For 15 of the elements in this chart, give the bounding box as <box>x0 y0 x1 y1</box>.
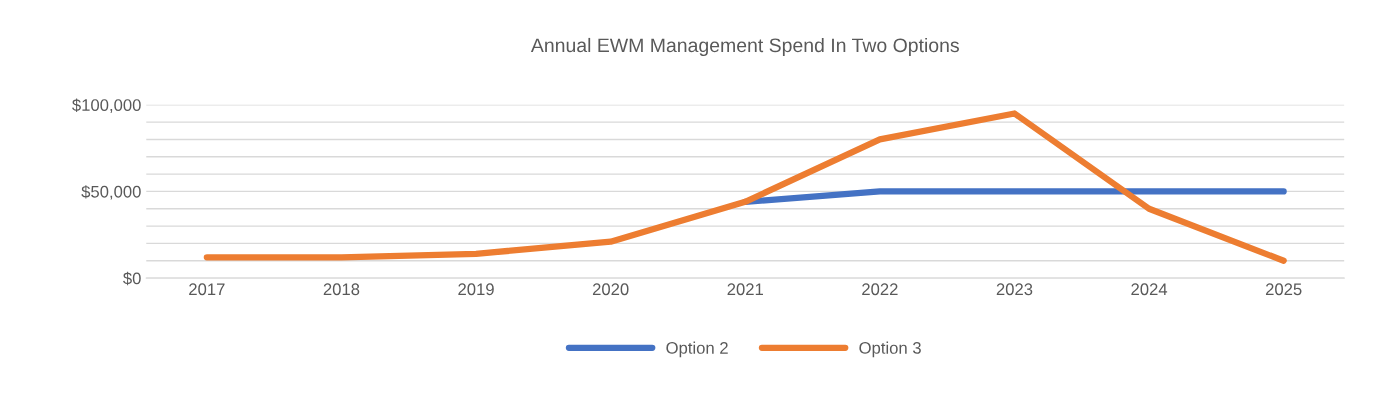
y-tick-label: $100,000 <box>72 98 141 113</box>
x-tick-label: 2020 <box>592 283 629 296</box>
legend-label: Option 3 <box>859 341 921 358</box>
x-tick-label: 2019 <box>458 283 494 296</box>
y-tick-label: $50,000 <box>81 185 141 200</box>
x-tick-label: 2018 <box>323 283 360 296</box>
x-tick-label: 2024 <box>1131 283 1168 296</box>
x-tick-label: 2017 <box>189 283 225 296</box>
x-tick-label: 2021 <box>727 283 763 296</box>
x-tick-label: 2023 <box>996 283 1033 296</box>
chart-title: Annual EWM Management Spend In Two Options <box>530 37 959 57</box>
legend-label: Option 2 <box>666 341 728 358</box>
x-tick-label: 2025 <box>1265 283 1302 296</box>
x-tick-label: 2022 <box>862 283 898 296</box>
y-tick-label: $0 <box>123 271 141 286</box>
